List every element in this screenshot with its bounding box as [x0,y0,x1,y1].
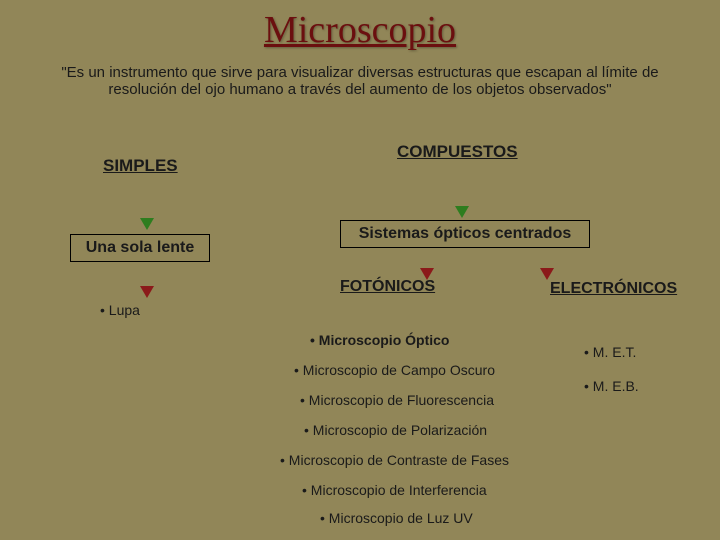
bullet-fotonicos_items: • Microscopio de Campo Oscuro [294,362,495,378]
bullet-fotonicos_items: • Microscopio Óptico [310,332,449,348]
bullet-fotonicos_items: • Microscopio de Luz UV [320,510,473,526]
bullet-simples_items: • Lupa [100,302,140,318]
page-title: Microscopio [264,8,456,52]
label-fotonicos: FOTÓNICOS [340,278,435,296]
box-una_sola_lente: Una sola lente [70,234,210,262]
heading-simples: SIMPLES [103,156,178,176]
label-electronicos: ELECTRÓNICOS [550,280,677,298]
box-sistemas: Sistemas ópticos centrados [340,220,590,248]
arrow-down-icon [140,264,154,298]
bullet-fotonicos_items: • Microscopio de Interferencia [302,482,487,498]
bullet-fotonicos_items: • Microscopio de Polarización [304,422,487,438]
arrow-down-icon [420,250,434,280]
bullet-fotonicos_items: • Microscopio de Fluorescencia [300,392,494,408]
heading-compuestos: COMPUESTOS [397,142,518,162]
bullet-fotonicos_items: • Microscopio de Contraste de Fases [280,452,509,468]
arrow-down-icon [540,250,554,280]
arrow-down-icon [455,166,469,218]
definition-text: "Es un instrumento que sirve para visual… [30,64,690,98]
bullet-electronicos_items: • M. E.B. [584,378,639,394]
bullet-electronicos_items: • M. E.T. [584,344,636,360]
arrow-down-icon [140,180,154,230]
